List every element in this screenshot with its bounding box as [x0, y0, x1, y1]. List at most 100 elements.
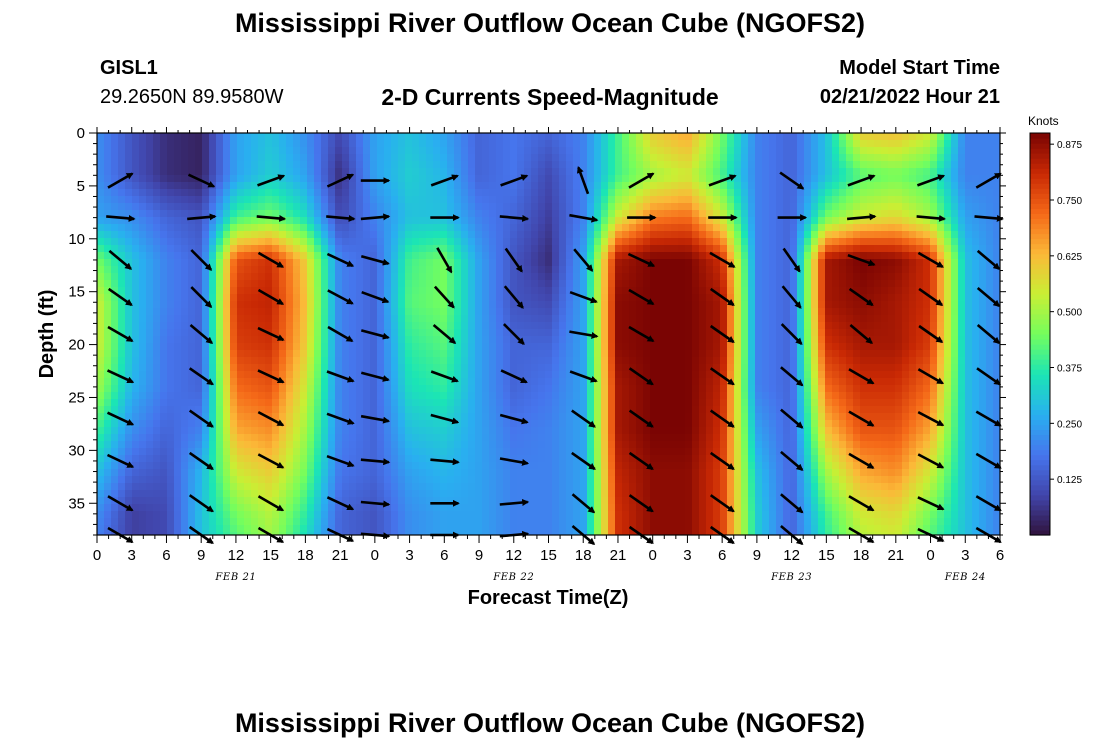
heatmap-cell	[447, 252, 455, 260]
heatmap-cell	[944, 385, 952, 393]
heatmap-cell	[104, 322, 112, 330]
heatmap-cell	[797, 385, 805, 393]
heatmap-cell	[293, 273, 301, 281]
heatmap-cell	[615, 343, 623, 351]
heatmap-cell	[552, 231, 560, 239]
heatmap-cell	[804, 154, 812, 162]
heatmap-cell	[636, 336, 644, 344]
heatmap-cell	[139, 175, 147, 183]
heatmap-cell	[664, 315, 672, 323]
heatmap-cell	[566, 266, 574, 274]
heatmap-cell	[398, 280, 406, 288]
heatmap-cell	[608, 399, 616, 407]
heatmap-cell	[335, 182, 343, 190]
heatmap-cell	[951, 133, 959, 141]
heatmap-cell	[552, 224, 560, 232]
heatmap-cell	[832, 182, 840, 190]
heatmap-cell	[293, 392, 301, 400]
heatmap-cell	[321, 224, 329, 232]
heatmap-cell	[132, 364, 140, 372]
heatmap-cell	[342, 294, 350, 302]
heatmap-cell	[531, 273, 539, 281]
heatmap-cell	[776, 280, 784, 288]
heatmap-cell	[762, 133, 770, 141]
heatmap-cell	[272, 294, 280, 302]
heatmap-cell	[874, 238, 882, 246]
heatmap-cell	[902, 280, 910, 288]
heatmap-cell	[272, 273, 280, 281]
heatmap-cell	[622, 273, 630, 281]
heatmap-cell	[692, 266, 700, 274]
heatmap-cell	[699, 336, 707, 344]
heatmap-cell	[363, 322, 371, 330]
heatmap-cell	[874, 301, 882, 309]
heatmap-cell	[97, 203, 105, 211]
heatmap-cell	[461, 392, 469, 400]
heatmap-cell	[314, 329, 322, 337]
heatmap-cell	[454, 133, 462, 141]
heatmap-cell	[461, 399, 469, 407]
heatmap-cell	[944, 364, 952, 372]
heatmap-cell	[643, 133, 651, 141]
heatmap-cell	[510, 224, 518, 232]
heatmap-cell	[489, 392, 497, 400]
heatmap-cell	[538, 154, 546, 162]
heatmap-cell	[678, 329, 686, 337]
heatmap-cell	[300, 175, 308, 183]
heatmap-cell	[160, 399, 168, 407]
heatmap-cell	[146, 266, 154, 274]
heatmap-cell	[321, 259, 329, 267]
heatmap-cell	[769, 287, 777, 295]
heatmap-cell	[965, 196, 973, 204]
heatmap-cell	[706, 161, 714, 169]
heatmap-cell	[741, 378, 749, 386]
heatmap-cell	[965, 168, 973, 176]
heatmap-cell	[447, 392, 455, 400]
heatmap-cell	[706, 315, 714, 323]
heatmap-cell	[706, 301, 714, 309]
heatmap-cell	[720, 392, 728, 400]
heatmap-cell	[958, 154, 966, 162]
heatmap-cell	[825, 182, 833, 190]
heatmap-cell	[587, 224, 595, 232]
heatmap-cell	[720, 259, 728, 267]
heatmap-cell	[888, 168, 896, 176]
heatmap-cell	[958, 287, 966, 295]
heatmap-cell	[496, 196, 504, 204]
heatmap-cell	[769, 322, 777, 330]
heatmap-cell	[468, 329, 476, 337]
heatmap-cell	[307, 210, 315, 218]
heatmap-cell	[552, 371, 560, 379]
heatmap-cell	[986, 322, 994, 330]
heatmap-cell	[321, 266, 329, 274]
heatmap-cell	[692, 224, 700, 232]
heatmap-cell	[202, 252, 210, 260]
heatmap-cell	[839, 133, 847, 141]
heatmap-cell	[139, 245, 147, 253]
heatmap-cell	[594, 357, 602, 365]
heatmap-cell	[895, 252, 903, 260]
heatmap-cell	[510, 287, 518, 295]
heatmap-cell	[979, 336, 987, 344]
heatmap-cell	[167, 140, 175, 148]
heatmap-cell	[237, 196, 245, 204]
heatmap-cell	[706, 364, 714, 372]
heatmap-cell	[734, 252, 742, 260]
heatmap-cell	[888, 392, 896, 400]
heatmap-cell	[720, 196, 728, 204]
heatmap-cell	[755, 322, 763, 330]
heatmap-cell	[930, 315, 938, 323]
heatmap-cell	[174, 133, 182, 141]
heatmap-cell	[692, 273, 700, 281]
heatmap-cell	[615, 161, 623, 169]
heatmap-cell	[118, 154, 126, 162]
heatmap-cell	[979, 140, 987, 148]
heatmap-cell	[811, 245, 819, 253]
heatmap-cell	[909, 140, 917, 148]
heatmap-cell	[937, 252, 945, 260]
heatmap-cell	[496, 203, 504, 211]
heatmap-cell	[853, 301, 861, 309]
heatmap-cell	[769, 350, 777, 358]
heatmap-cell	[692, 364, 700, 372]
heatmap-cell	[888, 357, 896, 365]
